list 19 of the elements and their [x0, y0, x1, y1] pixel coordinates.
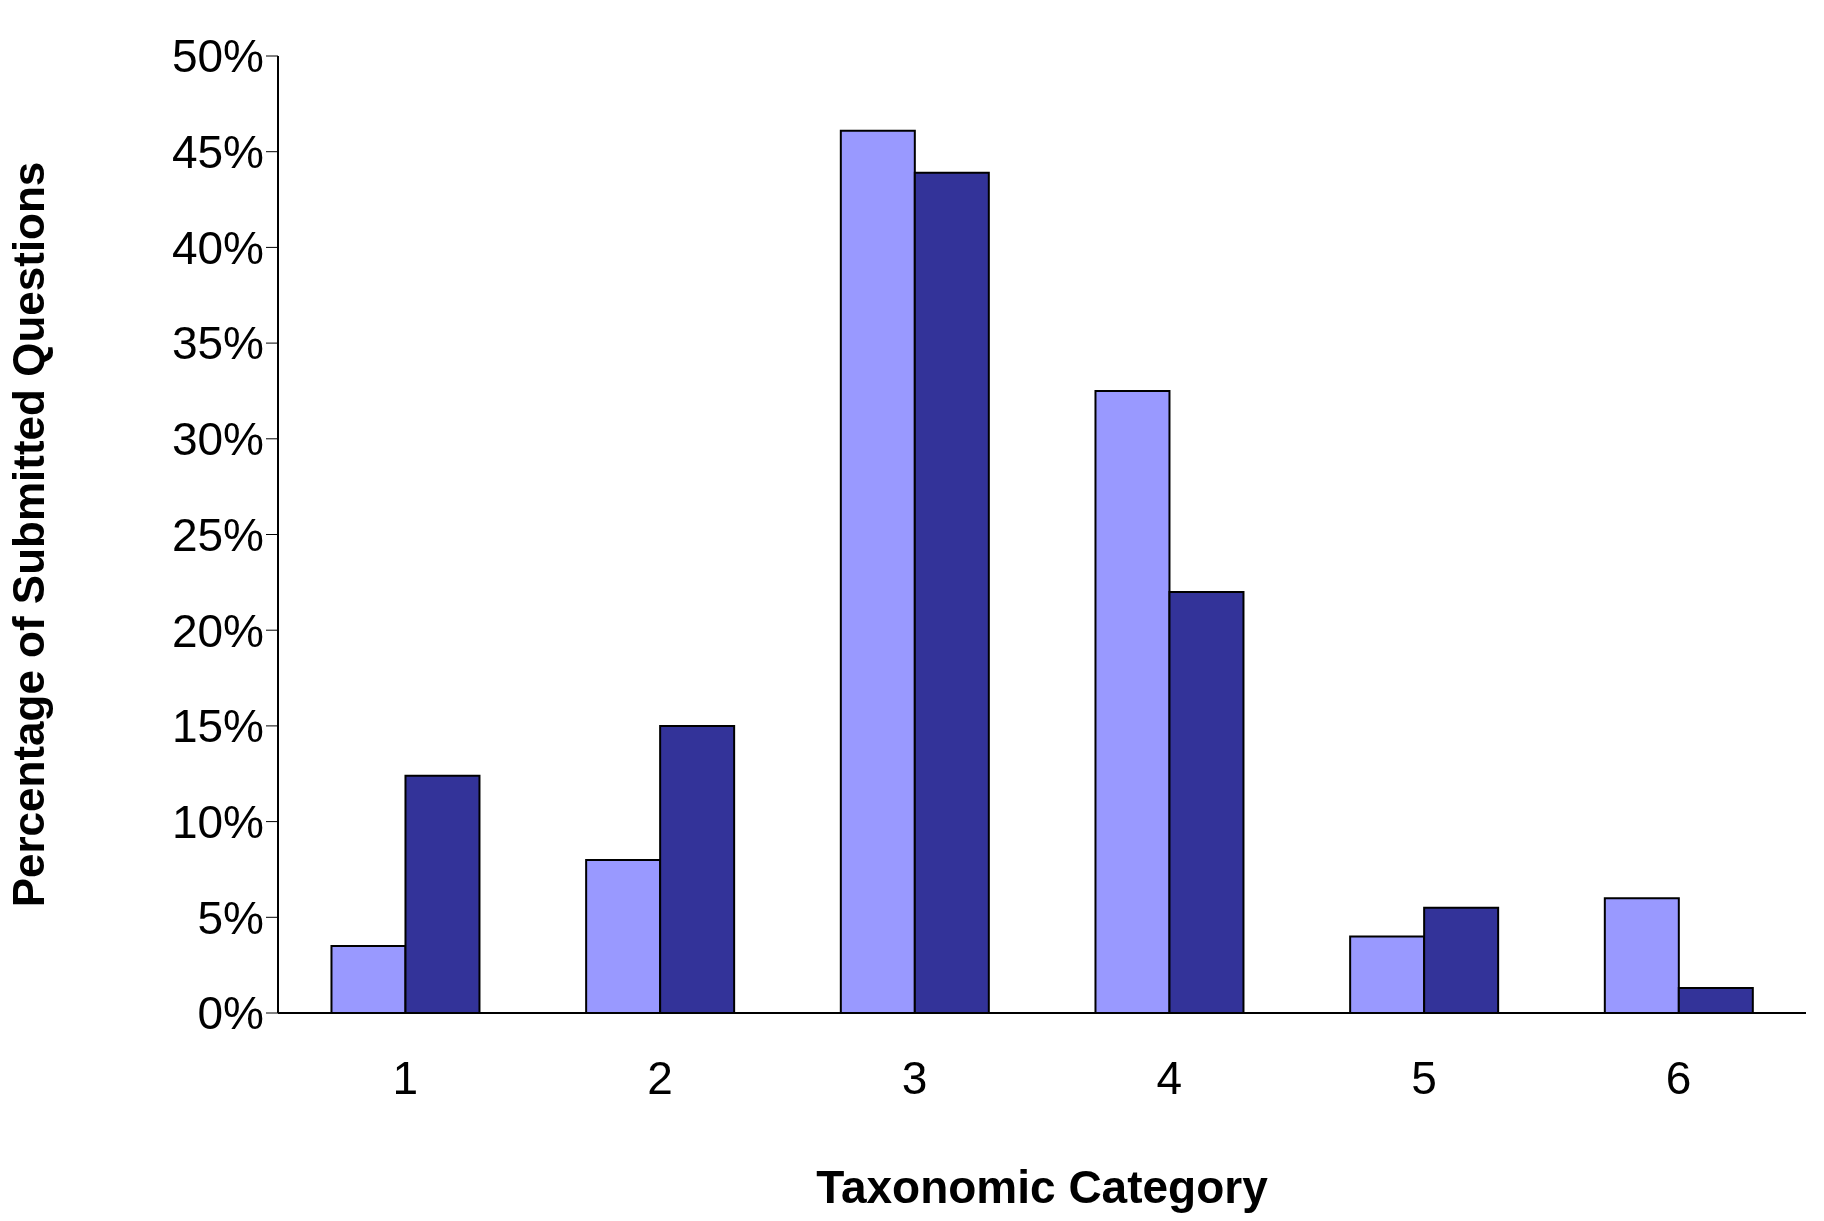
y-tick-label: 30% — [171, 413, 264, 466]
y-tick-label: 35% — [171, 317, 264, 370]
x-tick-label: 5 — [1411, 1051, 1437, 1104]
x-tick-label: 4 — [1156, 1051, 1183, 1104]
y-tick-label: 20% — [171, 604, 264, 657]
x-tick-label: 6 — [1665, 1051, 1692, 1104]
y-tick-label: 15% — [171, 700, 264, 753]
y-tick-label: 0% — [197, 987, 264, 1040]
x-axis-title: Taxonomic Category — [816, 1161, 1269, 1213]
y-tick-label: 5% — [197, 891, 264, 944]
y-tick-label: 40% — [171, 221, 264, 274]
y-tick-label: 25% — [171, 508, 264, 561]
x-tick-label: 1 — [392, 1051, 419, 1104]
y-axis-title: Percentage of Submitted Questions — [3, 161, 53, 908]
x-tick-label: 2 — [647, 1051, 673, 1104]
y-tick-label: 50% — [171, 30, 264, 83]
y-tick-label: 10% — [171, 795, 264, 848]
x-tick-label: 3 — [901, 1051, 928, 1104]
y-tick-label: 45% — [171, 126, 264, 179]
